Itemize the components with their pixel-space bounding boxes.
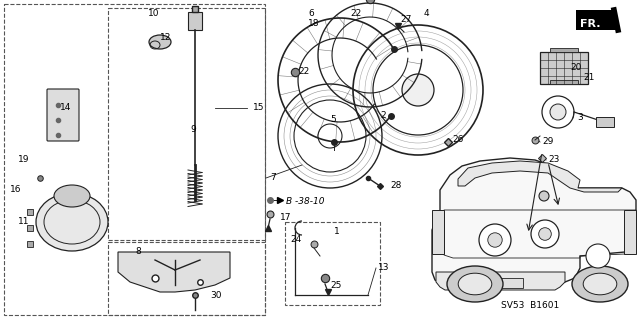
FancyBboxPatch shape bbox=[47, 89, 79, 141]
Text: 25: 25 bbox=[330, 280, 341, 290]
Text: B -38-10: B -38-10 bbox=[286, 197, 324, 206]
Text: 19: 19 bbox=[18, 155, 29, 165]
Text: 15: 15 bbox=[253, 103, 264, 113]
Text: 23: 23 bbox=[548, 155, 559, 165]
Text: 20: 20 bbox=[570, 63, 581, 72]
Text: 24: 24 bbox=[290, 235, 301, 244]
Ellipse shape bbox=[572, 266, 628, 302]
Text: 8: 8 bbox=[135, 248, 141, 256]
Text: 22: 22 bbox=[298, 68, 309, 77]
Polygon shape bbox=[432, 158, 636, 286]
Ellipse shape bbox=[583, 273, 617, 295]
Text: 26: 26 bbox=[452, 136, 463, 145]
Text: 6: 6 bbox=[308, 10, 314, 19]
Polygon shape bbox=[436, 272, 565, 290]
Bar bbox=[540, 52, 588, 84]
Polygon shape bbox=[118, 252, 230, 292]
Circle shape bbox=[402, 74, 434, 106]
Text: 28: 28 bbox=[390, 181, 401, 189]
Text: 13: 13 bbox=[378, 263, 390, 272]
Text: 10: 10 bbox=[148, 10, 159, 19]
Bar bbox=[285, 222, 380, 305]
Circle shape bbox=[539, 191, 549, 201]
Text: 18: 18 bbox=[308, 19, 319, 28]
Bar bbox=[108, 8, 265, 240]
Bar bbox=[475, 278, 523, 288]
Ellipse shape bbox=[458, 273, 492, 295]
Text: 30: 30 bbox=[210, 291, 221, 300]
Text: 22: 22 bbox=[350, 10, 361, 19]
Bar bbox=[550, 48, 578, 52]
Circle shape bbox=[488, 233, 502, 247]
Bar bbox=[108, 242, 265, 315]
Circle shape bbox=[550, 104, 566, 120]
Text: FR.: FR. bbox=[580, 19, 600, 29]
Text: 17: 17 bbox=[280, 213, 291, 222]
Circle shape bbox=[479, 224, 511, 256]
Ellipse shape bbox=[54, 185, 90, 207]
Text: 9: 9 bbox=[190, 125, 196, 135]
Text: 16: 16 bbox=[10, 186, 22, 195]
Ellipse shape bbox=[447, 266, 503, 302]
Bar bbox=[596, 117, 614, 127]
Bar bbox=[4, 4, 265, 315]
Polygon shape bbox=[458, 161, 622, 192]
Ellipse shape bbox=[149, 35, 171, 49]
Text: 12: 12 bbox=[160, 33, 172, 42]
Text: 14: 14 bbox=[60, 103, 72, 113]
Text: 29: 29 bbox=[542, 137, 554, 146]
Text: 21: 21 bbox=[583, 73, 595, 83]
Bar bbox=[624, 210, 636, 254]
Text: 1: 1 bbox=[334, 227, 340, 236]
Bar bbox=[550, 80, 578, 84]
Ellipse shape bbox=[36, 193, 108, 251]
Circle shape bbox=[586, 244, 610, 268]
Text: 7: 7 bbox=[270, 174, 276, 182]
Bar bbox=[576, 10, 616, 30]
Text: 27: 27 bbox=[400, 16, 412, 25]
Text: SV53  B1601: SV53 B1601 bbox=[501, 301, 559, 310]
Text: 4: 4 bbox=[424, 10, 429, 19]
Bar bbox=[432, 210, 444, 254]
Text: 3: 3 bbox=[577, 114, 583, 122]
Bar bbox=[188, 12, 202, 30]
Text: 2: 2 bbox=[380, 110, 386, 120]
Text: 5: 5 bbox=[330, 115, 336, 124]
Text: 11: 11 bbox=[18, 218, 29, 226]
Circle shape bbox=[531, 220, 559, 248]
Circle shape bbox=[539, 228, 551, 240]
